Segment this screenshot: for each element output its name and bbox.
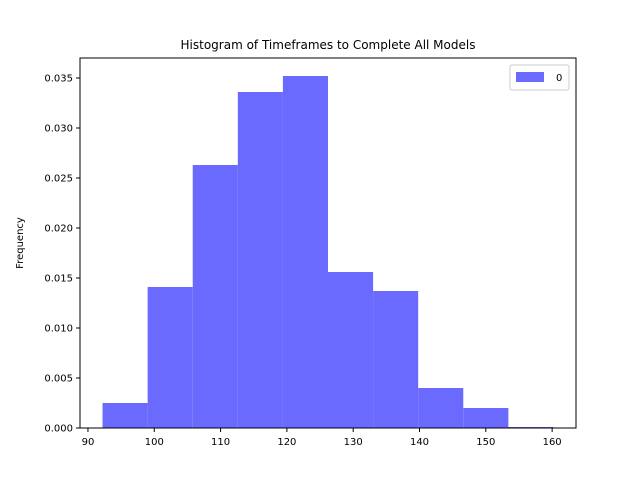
- y-axis-label: Frequency: [15, 217, 26, 269]
- chart-title: Histogram of Timeframes to Complete All …: [181, 38, 476, 52]
- x-tick-label: 140: [410, 437, 429, 448]
- histogram-bar: [282, 76, 328, 428]
- histogram-bar: [328, 272, 374, 428]
- x-tick-label: 160: [543, 437, 562, 448]
- x-tick-label: 120: [277, 437, 296, 448]
- x-axis-ticks: 90 100 110 120 130 140 150 160: [82, 428, 562, 448]
- histogram-bar: [237, 92, 283, 428]
- histogram-bar: [373, 291, 419, 428]
- bars-group: [102, 76, 554, 428]
- y-tick-label: 0.010: [44, 324, 73, 335]
- x-tick-label: 130: [344, 437, 363, 448]
- histogram-bar: [192, 165, 238, 428]
- x-tick-label: 110: [211, 437, 230, 448]
- y-tick-label: 0.025: [44, 174, 73, 185]
- x-tick-label: 90: [82, 437, 95, 448]
- histogram-bar: [147, 287, 193, 428]
- legend-swatch: [516, 72, 544, 82]
- y-axis-ticks: 0.000 0.005 0.010 0.015 0.020 0.025 0.030 0.035: [44, 74, 80, 435]
- legend: 0: [509, 64, 570, 91]
- histogram-bar: [463, 408, 509, 428]
- histogram-bar: [102, 403, 148, 428]
- x-tick-label: 150: [476, 437, 495, 448]
- y-tick-label: 0.005: [44, 374, 73, 385]
- y-tick-label: 0.035: [44, 74, 73, 85]
- plot-frame: [79, 57, 577, 429]
- histogram-bar: [418, 388, 464, 428]
- x-tick-label: 100: [145, 437, 164, 448]
- y-tick-label: 0.000: [44, 424, 73, 435]
- y-tick-label: 0.030: [44, 124, 73, 135]
- legend-label: 0: [556, 73, 562, 84]
- y-tick-label: 0.015: [44, 274, 73, 285]
- y-tick-label: 0.020: [44, 224, 73, 235]
